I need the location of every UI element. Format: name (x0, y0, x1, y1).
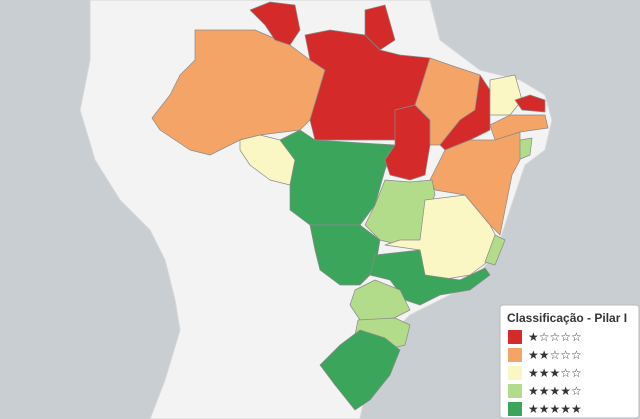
state (319, 329, 401, 411)
legend-swatch (508, 384, 522, 398)
legend-label: ★★★☆☆ (528, 366, 582, 380)
states (151, 1, 549, 411)
legend-label: ★☆☆☆☆ (528, 330, 582, 344)
state (484, 234, 506, 266)
legend: Classificação - Pilar I ★☆☆☆☆ ★★☆☆☆ ★★★☆☆ ★… (499, 304, 640, 419)
legend-swatch (508, 348, 522, 362)
state (349, 279, 411, 321)
legend-swatch (508, 330, 522, 344)
state (514, 94, 546, 113)
state (249, 1, 301, 46)
legend-label: ★★★★★ (528, 402, 582, 416)
state (279, 129, 396, 226)
legend-label: ★★★★☆ (528, 384, 582, 398)
legend-label: ★★☆☆☆ (528, 348, 582, 362)
state (489, 74, 523, 116)
state (429, 131, 521, 236)
legend-swatch (508, 402, 522, 416)
legend-title: Classificação - Pilar I (507, 311, 627, 325)
state (309, 224, 381, 286)
legend-swatch (508, 366, 522, 380)
state (364, 4, 396, 51)
legend-box (499, 304, 640, 419)
